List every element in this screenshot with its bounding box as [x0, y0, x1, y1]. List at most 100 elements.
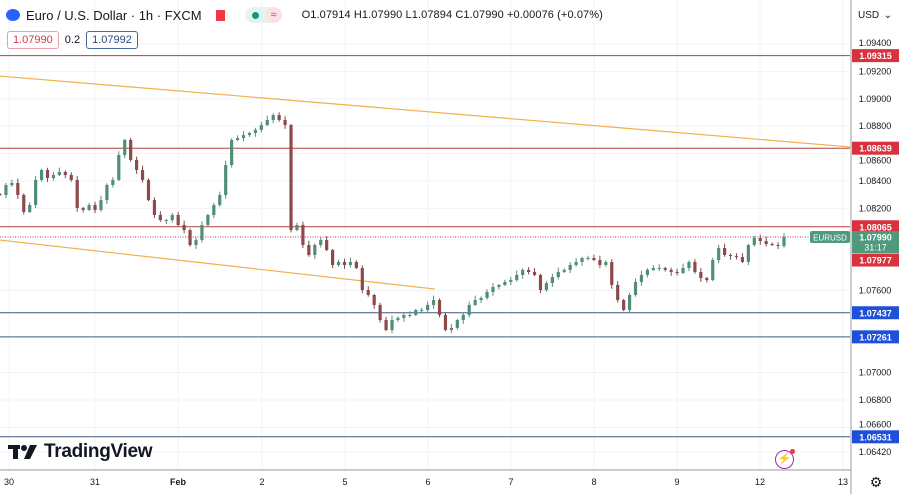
candle [598, 255, 602, 269]
price-level-text: 1.07437 [859, 308, 892, 318]
price-tick-label: 1.09400 [859, 38, 892, 48]
candle [16, 178, 20, 199]
candle [663, 266, 667, 272]
candle-body [117, 155, 121, 180]
candle [764, 236, 768, 247]
candle-body [87, 205, 91, 210]
candle-body [693, 261, 697, 272]
candle [728, 253, 733, 260]
candle-body [550, 277, 554, 284]
candle [580, 256, 584, 266]
tradingview-logo-icon [8, 445, 37, 459]
candle [491, 283, 495, 296]
time-tick-label: 31 [90, 477, 100, 487]
settings-icon[interactable]: ⚙ [869, 474, 883, 490]
candle-body [313, 244, 317, 255]
candle [770, 242, 774, 247]
candle [194, 237, 198, 249]
candle [111, 177, 115, 188]
candle [455, 318, 459, 330]
candle [200, 221, 204, 243]
candle-body [182, 224, 186, 231]
buy-button[interactable]: 1.07992 [86, 31, 138, 49]
candle-body [622, 300, 626, 311]
candle-body [758, 238, 762, 242]
candle [414, 308, 418, 317]
candle-body [509, 280, 513, 282]
candle [69, 172, 73, 182]
candle [497, 283, 501, 290]
market-status-pill[interactable]: ≈ [244, 7, 282, 23]
ohlc-values: O1.07914 H1.07990 L1.07894 C1.07990 +0.0… [301, 9, 603, 21]
candle-body [247, 132, 252, 136]
candle [259, 121, 263, 133]
flag-icon[interactable] [215, 9, 225, 21]
candle-body [265, 119, 269, 126]
candle [253, 127, 257, 137]
candle [182, 220, 186, 234]
candle [431, 295, 436, 309]
candle [99, 195, 103, 212]
candle-body [467, 304, 471, 315]
candle [81, 206, 85, 213]
candle-body [431, 300, 436, 305]
current-price-text: 1.07990 [859, 233, 892, 243]
time-tick-label: 8 [591, 477, 596, 487]
candle-body [331, 250, 335, 265]
candle-body [164, 220, 168, 222]
candle-body [0, 194, 2, 196]
candle [723, 243, 727, 257]
candle-body [645, 269, 649, 275]
candle [622, 298, 626, 312]
candle [693, 259, 697, 274]
candle [651, 265, 655, 271]
candle-body [414, 310, 418, 315]
tradingview-logo[interactable]: TradingView [8, 441, 153, 463]
bolt-icon[interactable]: ⚡ [775, 449, 795, 469]
currency-select[interactable]: USD ⌄ [855, 7, 895, 24]
price-level-label [852, 220, 899, 234]
candle-body [105, 185, 109, 201]
symbol-label [810, 231, 850, 244]
candle [170, 212, 174, 223]
price-level-text: 1.07261 [859, 332, 892, 342]
candle [93, 201, 97, 214]
candle-body [610, 261, 614, 285]
candle-body [426, 304, 430, 311]
symbol-title[interactable]: Euro / U.S. Dollar · 1h · FXCM [26, 7, 202, 23]
candle [129, 137, 133, 162]
candle [443, 312, 448, 332]
candle-body [497, 284, 501, 288]
candle-body [443, 314, 448, 331]
logo-text: TradingView [44, 441, 153, 462]
candle [532, 268, 537, 277]
candle [152, 197, 157, 219]
candle [633, 278, 638, 297]
candle [265, 115, 269, 127]
candle [325, 236, 329, 252]
candle [420, 307, 424, 314]
candle [313, 243, 317, 259]
price-level-label [852, 330, 899, 344]
candle-body [734, 255, 739, 258]
candle [746, 243, 750, 266]
candle [271, 113, 275, 124]
price-level-text: 1.08065 [859, 222, 892, 232]
candle-body [728, 254, 733, 256]
price-level-label [852, 430, 899, 444]
candle-body [176, 215, 180, 225]
candle [235, 135, 240, 142]
candle-body [627, 294, 632, 311]
candle [711, 257, 715, 282]
candle [4, 182, 8, 199]
candle-body [562, 269, 566, 272]
candle [366, 286, 370, 297]
candle [538, 273, 543, 294]
candle [485, 289, 489, 300]
price-tick-label: 1.07000 [859, 368, 892, 378]
price-level-label [852, 141, 899, 155]
sell-button[interactable]: 1.07990 [7, 31, 59, 49]
candle-body [485, 291, 489, 298]
candle [740, 253, 745, 264]
